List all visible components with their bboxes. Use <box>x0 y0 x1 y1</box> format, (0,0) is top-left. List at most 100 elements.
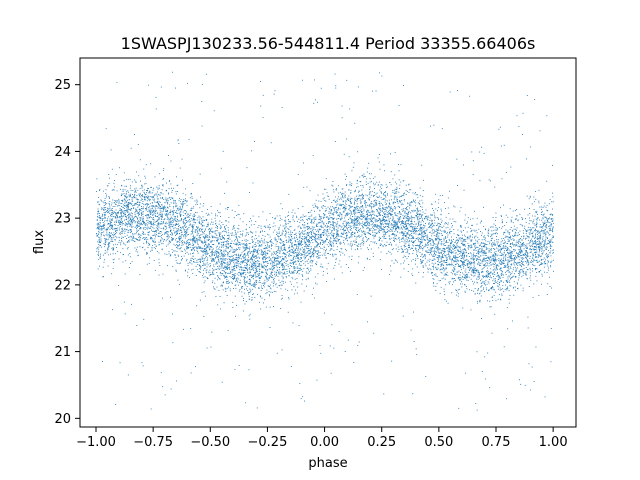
data-point <box>546 209 548 211</box>
data-point <box>383 220 385 222</box>
data-point <box>246 282 248 284</box>
data-point <box>233 234 235 236</box>
data-point <box>127 199 128 201</box>
data-point <box>233 260 235 262</box>
data-point <box>292 259 293 261</box>
data-point <box>293 271 295 273</box>
data-point <box>185 231 187 233</box>
data-point <box>454 274 456 275</box>
data-point <box>476 282 478 284</box>
data-point <box>219 272 221 274</box>
data-point <box>418 245 419 247</box>
data-point <box>485 255 487 256</box>
data-point <box>488 257 489 259</box>
data-point <box>522 243 524 245</box>
data-point <box>155 245 157 247</box>
data-point <box>194 241 195 243</box>
data-point <box>219 243 220 245</box>
data-point <box>288 231 289 233</box>
data-point <box>453 221 455 222</box>
data-point <box>386 228 388 230</box>
data-point <box>385 223 387 225</box>
data-point <box>346 229 348 231</box>
data-point <box>264 256 266 257</box>
data-point <box>396 227 398 229</box>
data-point <box>545 216 547 218</box>
data-point <box>124 229 126 230</box>
data-point <box>332 234 334 236</box>
data-point <box>373 195 375 196</box>
data-point <box>190 240 192 241</box>
data-point <box>141 198 142 200</box>
data-point <box>317 243 318 245</box>
data-point <box>457 239 459 241</box>
data-point <box>271 260 273 262</box>
data-point <box>269 286 270 287</box>
data-point <box>428 226 430 228</box>
scatter-points <box>96 71 554 411</box>
data-point <box>354 202 355 204</box>
data-point <box>526 158 527 160</box>
data-point <box>384 234 386 236</box>
data-point <box>499 275 501 277</box>
data-point <box>137 239 139 241</box>
data-point <box>258 264 260 266</box>
data-point <box>218 223 220 225</box>
data-point <box>273 283 275 284</box>
data-point <box>144 198 146 200</box>
data-point <box>152 241 154 243</box>
data-point <box>207 222 209 224</box>
data-point <box>367 227 369 229</box>
data-point <box>104 240 106 241</box>
data-point <box>543 250 545 252</box>
data-point <box>145 208 147 210</box>
data-point <box>380 214 382 216</box>
data-point <box>330 372 332 374</box>
data-point <box>338 218 340 219</box>
data-point <box>185 213 187 215</box>
data-point <box>170 388 172 390</box>
data-point <box>112 229 114 230</box>
data-point <box>413 341 415 342</box>
data-point <box>474 261 475 263</box>
data-point <box>485 246 487 248</box>
data-point <box>514 257 515 259</box>
data-point <box>298 255 299 257</box>
data-point <box>342 195 343 197</box>
data-point <box>548 226 550 227</box>
data-point <box>217 210 218 212</box>
data-point <box>398 222 400 223</box>
data-point <box>412 393 414 395</box>
data-point <box>329 218 331 220</box>
data-point <box>329 345 331 347</box>
data-point <box>517 288 519 290</box>
data-point <box>272 254 274 256</box>
data-point <box>381 229 383 231</box>
data-point <box>230 259 232 261</box>
data-point <box>185 226 187 228</box>
data-point <box>218 248 219 250</box>
data-point <box>343 201 345 203</box>
data-point <box>441 268 443 270</box>
data-point <box>270 263 272 265</box>
data-point <box>142 207 144 209</box>
data-point <box>367 182 369 184</box>
data-point <box>319 218 321 220</box>
data-point <box>184 234 186 235</box>
data-point <box>194 219 196 221</box>
data-point <box>452 241 454 243</box>
data-point <box>227 208 228 210</box>
data-point <box>166 238 168 240</box>
data-point <box>535 275 537 277</box>
data-point <box>139 222 140 224</box>
data-point <box>263 256 265 258</box>
data-point <box>482 275 484 277</box>
data-point <box>412 244 414 246</box>
data-point <box>296 246 297 248</box>
data-point <box>132 190 134 191</box>
data-point <box>532 247 534 249</box>
data-point <box>405 246 407 247</box>
data-point <box>438 229 440 231</box>
data-point <box>334 265 336 266</box>
data-point <box>534 230 536 231</box>
